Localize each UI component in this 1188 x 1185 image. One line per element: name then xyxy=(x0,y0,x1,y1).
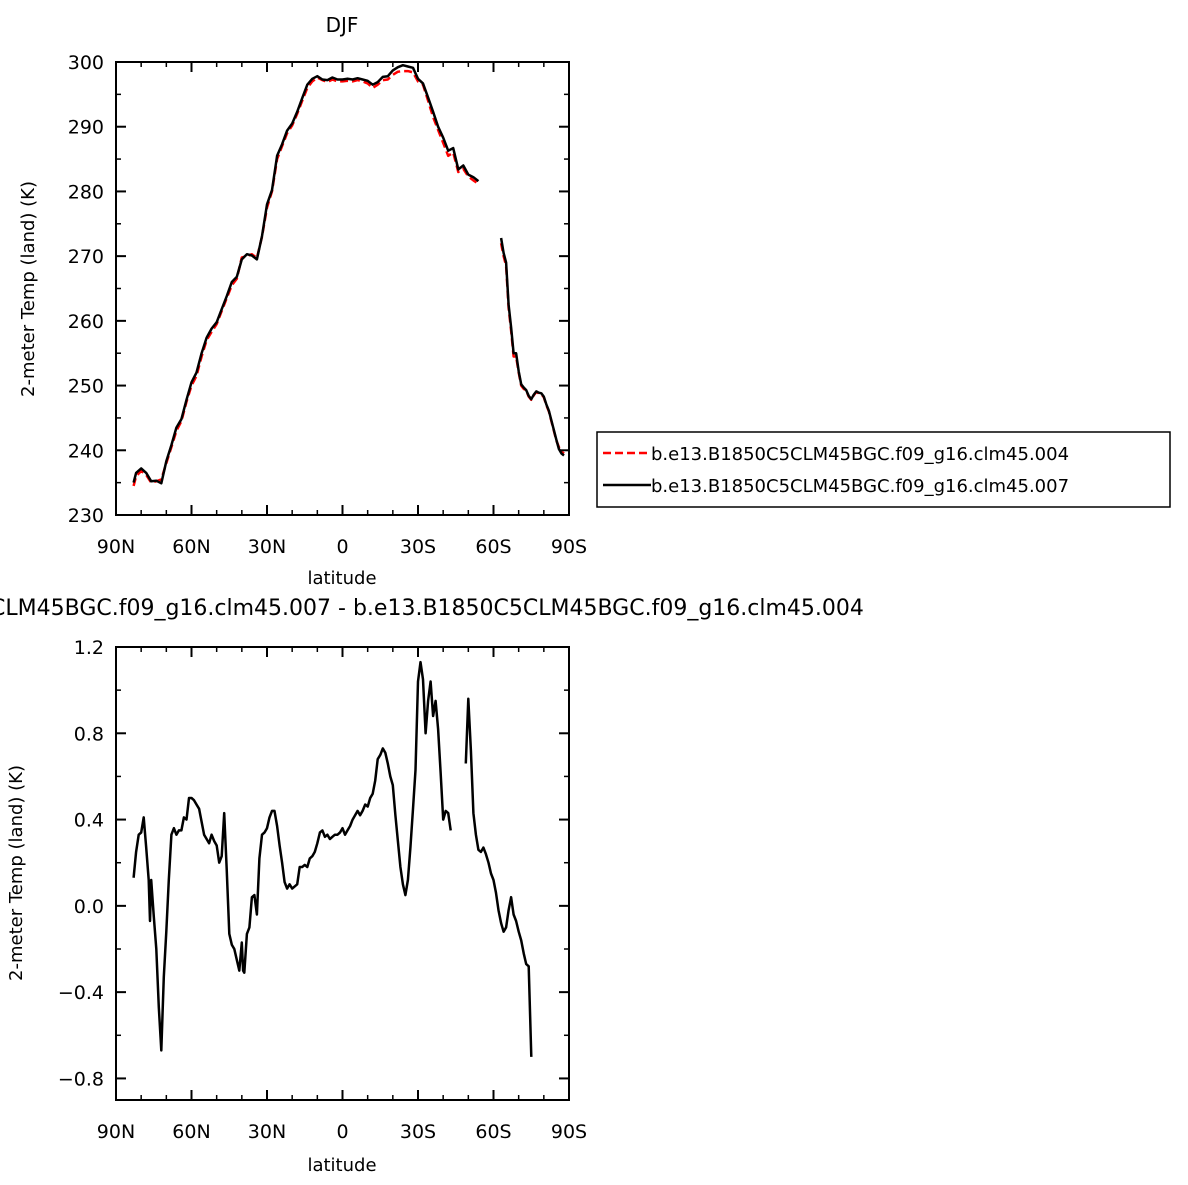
top-x-axis: 90N 60N 30N 0 30S 60S 90S xyxy=(97,62,587,558)
y-tick-label: −0.4 xyxy=(58,982,104,1004)
bottom-series-line-0 xyxy=(464,697,533,1057)
y-tick-label: 290 xyxy=(68,117,104,139)
bottom-x-axis: 90N 60N 30N 0 30S 60S 90S xyxy=(97,647,587,1143)
legend: b.e13.B1850C5CLM45BGC.f09_g16.clm45.004 … xyxy=(596,431,1171,508)
x-tick-label: 90S xyxy=(551,1121,587,1143)
y-tick-label: 0.0 xyxy=(74,896,104,918)
top-chart-title: DJF xyxy=(326,13,359,37)
y-tick-label: 270 xyxy=(68,246,104,268)
x-tick-label: 0 xyxy=(336,1121,348,1143)
x-tick-label: 30S xyxy=(400,536,436,558)
bottom-y-axis: 1.2 0.8 0.4 0.0 −0.4 −0.8 xyxy=(58,637,569,1090)
y-tick-label: 280 xyxy=(68,181,104,203)
y-tick-label: −0.8 xyxy=(58,1068,104,1090)
top-series-line-1 xyxy=(132,63,480,485)
x-tick-label: 0 xyxy=(336,536,348,558)
top-y-axis-label: 2-meter Temp (land) (K) xyxy=(18,181,39,397)
x-tick-label: 90S xyxy=(551,536,587,558)
bottom-panel: b.e13.B1850C5CLM45BGC.f09_g16.clm45.007 … xyxy=(0,596,864,1176)
x-tick-label: 60S xyxy=(475,536,511,558)
x-tick-label: 30S xyxy=(400,1121,436,1143)
y-tick-label: 260 xyxy=(68,311,104,333)
top-plot-frame xyxy=(115,61,570,516)
legend-label-series-007: b.e13.B1850C5CLM45BGC.f09_g16.clm45.007 xyxy=(651,476,1069,497)
bottom-chart-title: b.e13.B1850C5CLM45BGC.f09_g16.clm45.007 … xyxy=(0,596,864,621)
x-tick-label: 30N xyxy=(248,536,286,558)
bottom-x-axis-label: latitude xyxy=(307,1155,376,1176)
bottom-y-axis-label: 2-meter Temp (land) (K) xyxy=(6,765,27,981)
y-tick-label: 250 xyxy=(68,376,104,398)
top-panel: DJF 90N 60N 30N 0 30S 60S 90S 300 290 280 270 260 2… xyxy=(18,13,1171,589)
bottom-plot-area xyxy=(132,660,533,1057)
top-plot-area xyxy=(132,63,565,487)
top-series-line-0 xyxy=(132,69,480,487)
x-tick-label: 90N xyxy=(97,1121,135,1143)
legend-label-series-004: b.e13.B1850C5CLM45BGC.f09_g16.clm45.004 xyxy=(651,444,1069,465)
y-tick-label: 1.2 xyxy=(74,637,104,659)
y-tick-label: 240 xyxy=(68,440,104,462)
legend-box xyxy=(596,431,1171,508)
y-tick-label: 300 xyxy=(68,52,104,74)
x-tick-label: 90N xyxy=(97,536,135,558)
y-tick-label: 0.4 xyxy=(74,810,104,832)
bottom-series-line-0 xyxy=(132,660,452,1052)
top-series-line-0 xyxy=(499,242,565,455)
x-tick-label: 30N xyxy=(248,1121,286,1143)
y-tick-label: 230 xyxy=(68,505,104,527)
top-series-line-1 xyxy=(499,237,565,457)
x-tick-label: 60S xyxy=(475,1121,511,1143)
top-x-axis-label: latitude xyxy=(307,568,376,589)
y-tick-label: 0.8 xyxy=(74,723,104,745)
top-y-axis: 300 290 280 270 260 250 240 230 xyxy=(68,52,569,527)
x-tick-label: 60N xyxy=(172,536,210,558)
bottom-plot-frame xyxy=(115,646,570,1101)
x-tick-label: 60N xyxy=(172,1121,210,1143)
